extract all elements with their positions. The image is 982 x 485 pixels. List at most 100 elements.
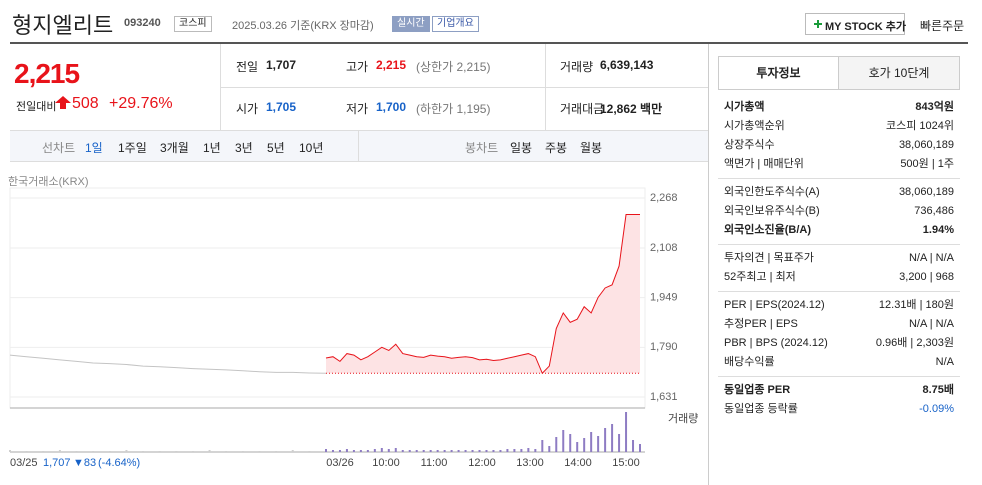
- volume-bar: [208, 450, 211, 452]
- volume-bar: [75, 451, 78, 452]
- info-row: PBR | BPS (2024.12) 0.96배 | 2,303원: [718, 334, 960, 353]
- info-row: 외국인한도주식수(A) 38,060,189: [718, 183, 960, 202]
- volume-bar: [464, 450, 467, 452]
- stat-value: 12,862 백만: [600, 102, 663, 116]
- volume-bar: [583, 438, 586, 452]
- stat-label: 전일: [236, 60, 259, 74]
- volume-bar: [534, 449, 537, 452]
- info-value: 0.96배 | 2,303원: [875, 337, 954, 349]
- volume-bar: [9, 450, 11, 452]
- period-tab[interactable]: 10년: [299, 141, 324, 155]
- period-tab[interactable]: 3개월: [160, 141, 189, 155]
- volume-bar: [457, 450, 460, 452]
- volume-bar: [429, 450, 432, 452]
- mystock-label: MY STOCK 추가: [825, 21, 906, 33]
- tab-title[interactable]: 봉차트: [465, 141, 499, 155]
- info-row: 액면가 | 매매단위 500원 | 1주: [718, 155, 960, 174]
- info-label: 시가총액순위: [724, 120, 785, 132]
- info-row: 시가총액순위 코스피 1024위: [718, 117, 960, 136]
- volume-bar: [450, 450, 453, 452]
- company-button[interactable]: 기업개요: [432, 16, 479, 32]
- tab-bar: [10, 130, 708, 162]
- volume-bar: [291, 450, 294, 452]
- current-price: 2,215: [14, 58, 80, 89]
- candle-tab[interactable]: 주봉: [545, 141, 568, 155]
- candle-tab[interactable]: 일봉: [510, 141, 533, 155]
- volume-bar: [401, 450, 404, 452]
- volume-bar: [225, 451, 228, 452]
- date-info: 2025.03.26 기준(KRX 장마감): [232, 20, 374, 32]
- info-label: 액면가 | 매매단위: [724, 158, 804, 170]
- volume-bar: [555, 437, 558, 452]
- market-badge: 코스피: [174, 16, 212, 32]
- info-value: 500원 | 1주: [900, 158, 954, 170]
- volume-bar: [92, 451, 95, 452]
- volume-bar: [499, 450, 502, 452]
- info-section: 시가총액 843억원 시가총액순위 코스피 1024위 상장주식수 38,060,189 액…: [718, 94, 960, 178]
- volume-bar: [611, 424, 614, 452]
- info-label: PER | EPS(2024.12): [724, 299, 825, 311]
- candle-tab[interactable]: 월봉: [580, 141, 603, 155]
- volume-bar: [394, 448, 397, 452]
- info-section: 투자의견 | 목표주가 N/A | N/A 52주최고 | 최저 3,200 | 96…: [718, 244, 960, 291]
- volume-bar: [308, 451, 311, 452]
- volume-bar: [520, 449, 523, 452]
- info-row: 외국인소진율(B/A) 1.94%: [718, 221, 960, 240]
- footer-date: 03/25: [10, 457, 38, 469]
- info-value: 736,486: [914, 205, 954, 217]
- volume-bar: [415, 450, 418, 452]
- footer-close: 1,707: [43, 457, 71, 469]
- x-tick-label: 13:00: [516, 457, 544, 469]
- price-area: [326, 214, 640, 374]
- y-tick-label: 1,631: [650, 391, 678, 403]
- volume-bar: [42, 451, 45, 452]
- y-tick-label: 1,790: [650, 341, 678, 353]
- x-tick-label: 11:00: [421, 457, 448, 469]
- divider: [220, 87, 708, 88]
- info-row: 상장주식수 38,060,189: [718, 136, 960, 155]
- volume-bar: [604, 428, 607, 452]
- period-tab[interactable]: 1년: [203, 141, 221, 155]
- info-label: 시가총액: [724, 101, 765, 113]
- x-tick-label: 14:00: [564, 457, 592, 469]
- volume-bar: [142, 451, 145, 452]
- info-value: 12.31배 | 180원: [878, 299, 954, 311]
- invest-info: 시가총액 843억원 시가총액순위 코스피 1024위 상장주식수 38,060,189 액…: [718, 94, 960, 423]
- mystock-button[interactable]: MY STOCK 추가: [805, 13, 906, 35]
- x-tick-label: 03/26: [326, 457, 354, 469]
- volume-bar: [443, 450, 446, 452]
- volume-bar: [175, 451, 178, 452]
- stat-value: 2,215: [376, 58, 407, 72]
- volume-bar: [338, 450, 341, 452]
- quick-order[interactable]: 빠른주문: [920, 19, 965, 33]
- info-value: N/A: [935, 356, 954, 368]
- info-row: 52주최고 | 최저 3,200 | 968: [718, 268, 960, 287]
- side-tab[interactable]: 투자정보: [719, 57, 839, 89]
- volume-bar: [373, 449, 376, 452]
- volume-bar: [562, 430, 565, 452]
- change-label: 전일대비: [16, 101, 57, 113]
- info-section: 외국인한도주식수(A) 38,060,189 외국인보유주식수(B) 736,486 외…: [718, 178, 960, 244]
- volume-bar: [597, 436, 600, 452]
- volume-bar: [485, 450, 488, 452]
- period-tab[interactable]: 1일: [85, 141, 103, 155]
- x-tick-label: 12:00: [468, 457, 496, 469]
- divider: [545, 44, 546, 130]
- volume-bar: [506, 449, 509, 452]
- price-line: [9, 354, 327, 374]
- period-tab[interactable]: 3년: [235, 141, 253, 155]
- price-line: [325, 214, 640, 375]
- volume-bar: [639, 444, 641, 452]
- realtime-badge[interactable]: 실시간: [392, 16, 430, 32]
- volume-bar: [275, 451, 278, 452]
- period-tab[interactable]: 1주일: [118, 141, 147, 155]
- volume-bar: [325, 449, 327, 452]
- period-tab[interactable]: 5년: [267, 141, 285, 155]
- stock-name: 형지엘리트: [12, 13, 114, 38]
- stat-value: 1,707: [266, 58, 297, 72]
- volume-bar: [25, 451, 28, 452]
- volume-bar: [359, 450, 362, 452]
- info-value: 8.75배: [922, 384, 954, 396]
- side-tab[interactable]: 호가 10단계: [868, 66, 930, 80]
- tab-title[interactable]: 선차트: [42, 141, 76, 155]
